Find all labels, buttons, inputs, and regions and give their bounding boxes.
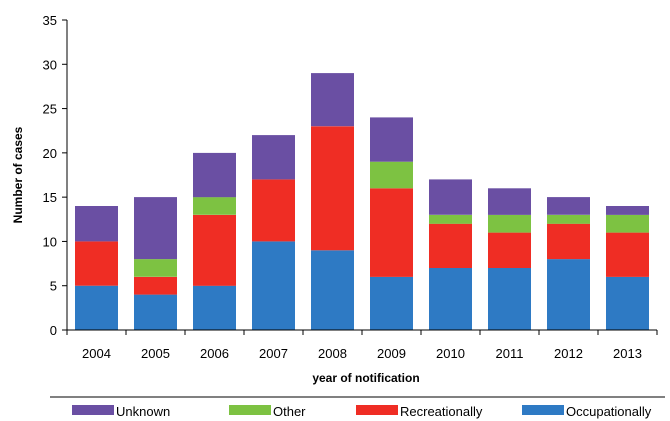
- y-tick-label: 10: [43, 234, 57, 249]
- bar-occupationally-2007: [252, 241, 295, 330]
- legend-label-unknown: Unknown: [116, 404, 170, 419]
- y-tick-label: 0: [50, 323, 57, 338]
- bar-recreationally-2013: [606, 232, 649, 277]
- bar-recreationally-2008: [311, 126, 354, 251]
- legend-swatch-occupationally: [522, 405, 564, 415]
- y-tick-label: 35: [43, 13, 57, 28]
- bar-unknown-2004: [75, 206, 118, 242]
- bar-unknown-2011: [488, 188, 531, 215]
- bar-recreationally-2007: [252, 179, 295, 242]
- bar-occupationally-2012: [547, 259, 590, 330]
- legend-swatch-other: [229, 405, 271, 415]
- x-tick-label: 2004: [82, 346, 111, 361]
- x-tick-label: 2011: [496, 346, 524, 361]
- bar-occupationally-2009: [370, 276, 413, 330]
- bar-recreationally-2011: [488, 232, 531, 268]
- x-tick-label: 2005: [141, 346, 170, 361]
- bar-occupationally-2006: [193, 285, 236, 330]
- bar-unknown-2007: [252, 135, 295, 180]
- bar-occupationally-2013: [606, 276, 649, 330]
- y-axis-title: Number of cases: [11, 126, 25, 223]
- legend-label-recreationally: Recreationally: [400, 404, 483, 419]
- bar-recreationally-2010: [429, 223, 472, 268]
- bar-other-2010: [429, 214, 472, 224]
- x-tick-label: 2013: [613, 346, 642, 361]
- x-axis-title: year of notification: [312, 371, 419, 385]
- axes-layer: 0 5 10 15 20 25 30 35 2004 2005 2006 2007 2008 2009 20…: [43, 13, 658, 361]
- bar-recreationally-2005: [134, 276, 177, 295]
- bar-recreationally-2004: [75, 241, 118, 286]
- x-tick-label: 2008: [318, 346, 347, 361]
- legend: Unknown Other Recreationally Occupationally: [72, 404, 652, 419]
- y-tick-label: 15: [43, 190, 57, 205]
- bar-occupationally-2010: [429, 268, 472, 330]
- bars-layer: [75, 73, 649, 330]
- bar-other-2005: [134, 259, 177, 277]
- y-tick-label: 30: [43, 57, 57, 72]
- y-tick-label: 20: [43, 146, 57, 161]
- bar-unknown-2009: [370, 117, 413, 162]
- bar-occupationally-2008: [311, 250, 354, 330]
- bar-occupationally-2011: [488, 268, 531, 330]
- legend-swatch-recreationally: [356, 405, 398, 415]
- bar-occupationally-2004: [75, 285, 118, 330]
- bar-other-2013: [606, 214, 649, 233]
- bar-occupationally-2005: [134, 294, 177, 330]
- bar-other-2012: [547, 214, 590, 224]
- y-tick-label: 5: [50, 279, 57, 294]
- bar-unknown-2010: [429, 179, 472, 215]
- x-tick-label: 2012: [554, 346, 583, 361]
- bar-recreationally-2006: [193, 214, 236, 286]
- bar-unknown-2013: [606, 206, 649, 215]
- bar-recreationally-2012: [547, 223, 590, 260]
- bar-other-2011: [488, 214, 531, 233]
- x-tick-label: 2006: [200, 346, 229, 361]
- x-tick-label: 2007: [259, 346, 288, 361]
- bar-other-2009: [370, 161, 413, 189]
- bar-unknown-2008: [311, 73, 354, 127]
- legend-swatch-unknown: [72, 405, 114, 415]
- x-tick-label: 2010: [436, 346, 465, 361]
- y-tick-label: 25: [43, 102, 57, 117]
- legend-label-other: Other: [273, 404, 306, 419]
- bar-other-2006: [193, 197, 236, 215]
- bar-unknown-2006: [193, 152, 236, 198]
- bar-unknown-2012: [547, 197, 590, 215]
- x-tick-label: 2009: [377, 346, 406, 361]
- legend-label-occupationally: Occupationally: [566, 404, 652, 419]
- bar-unknown-2005: [134, 197, 177, 260]
- bar-recreationally-2009: [370, 188, 413, 277]
